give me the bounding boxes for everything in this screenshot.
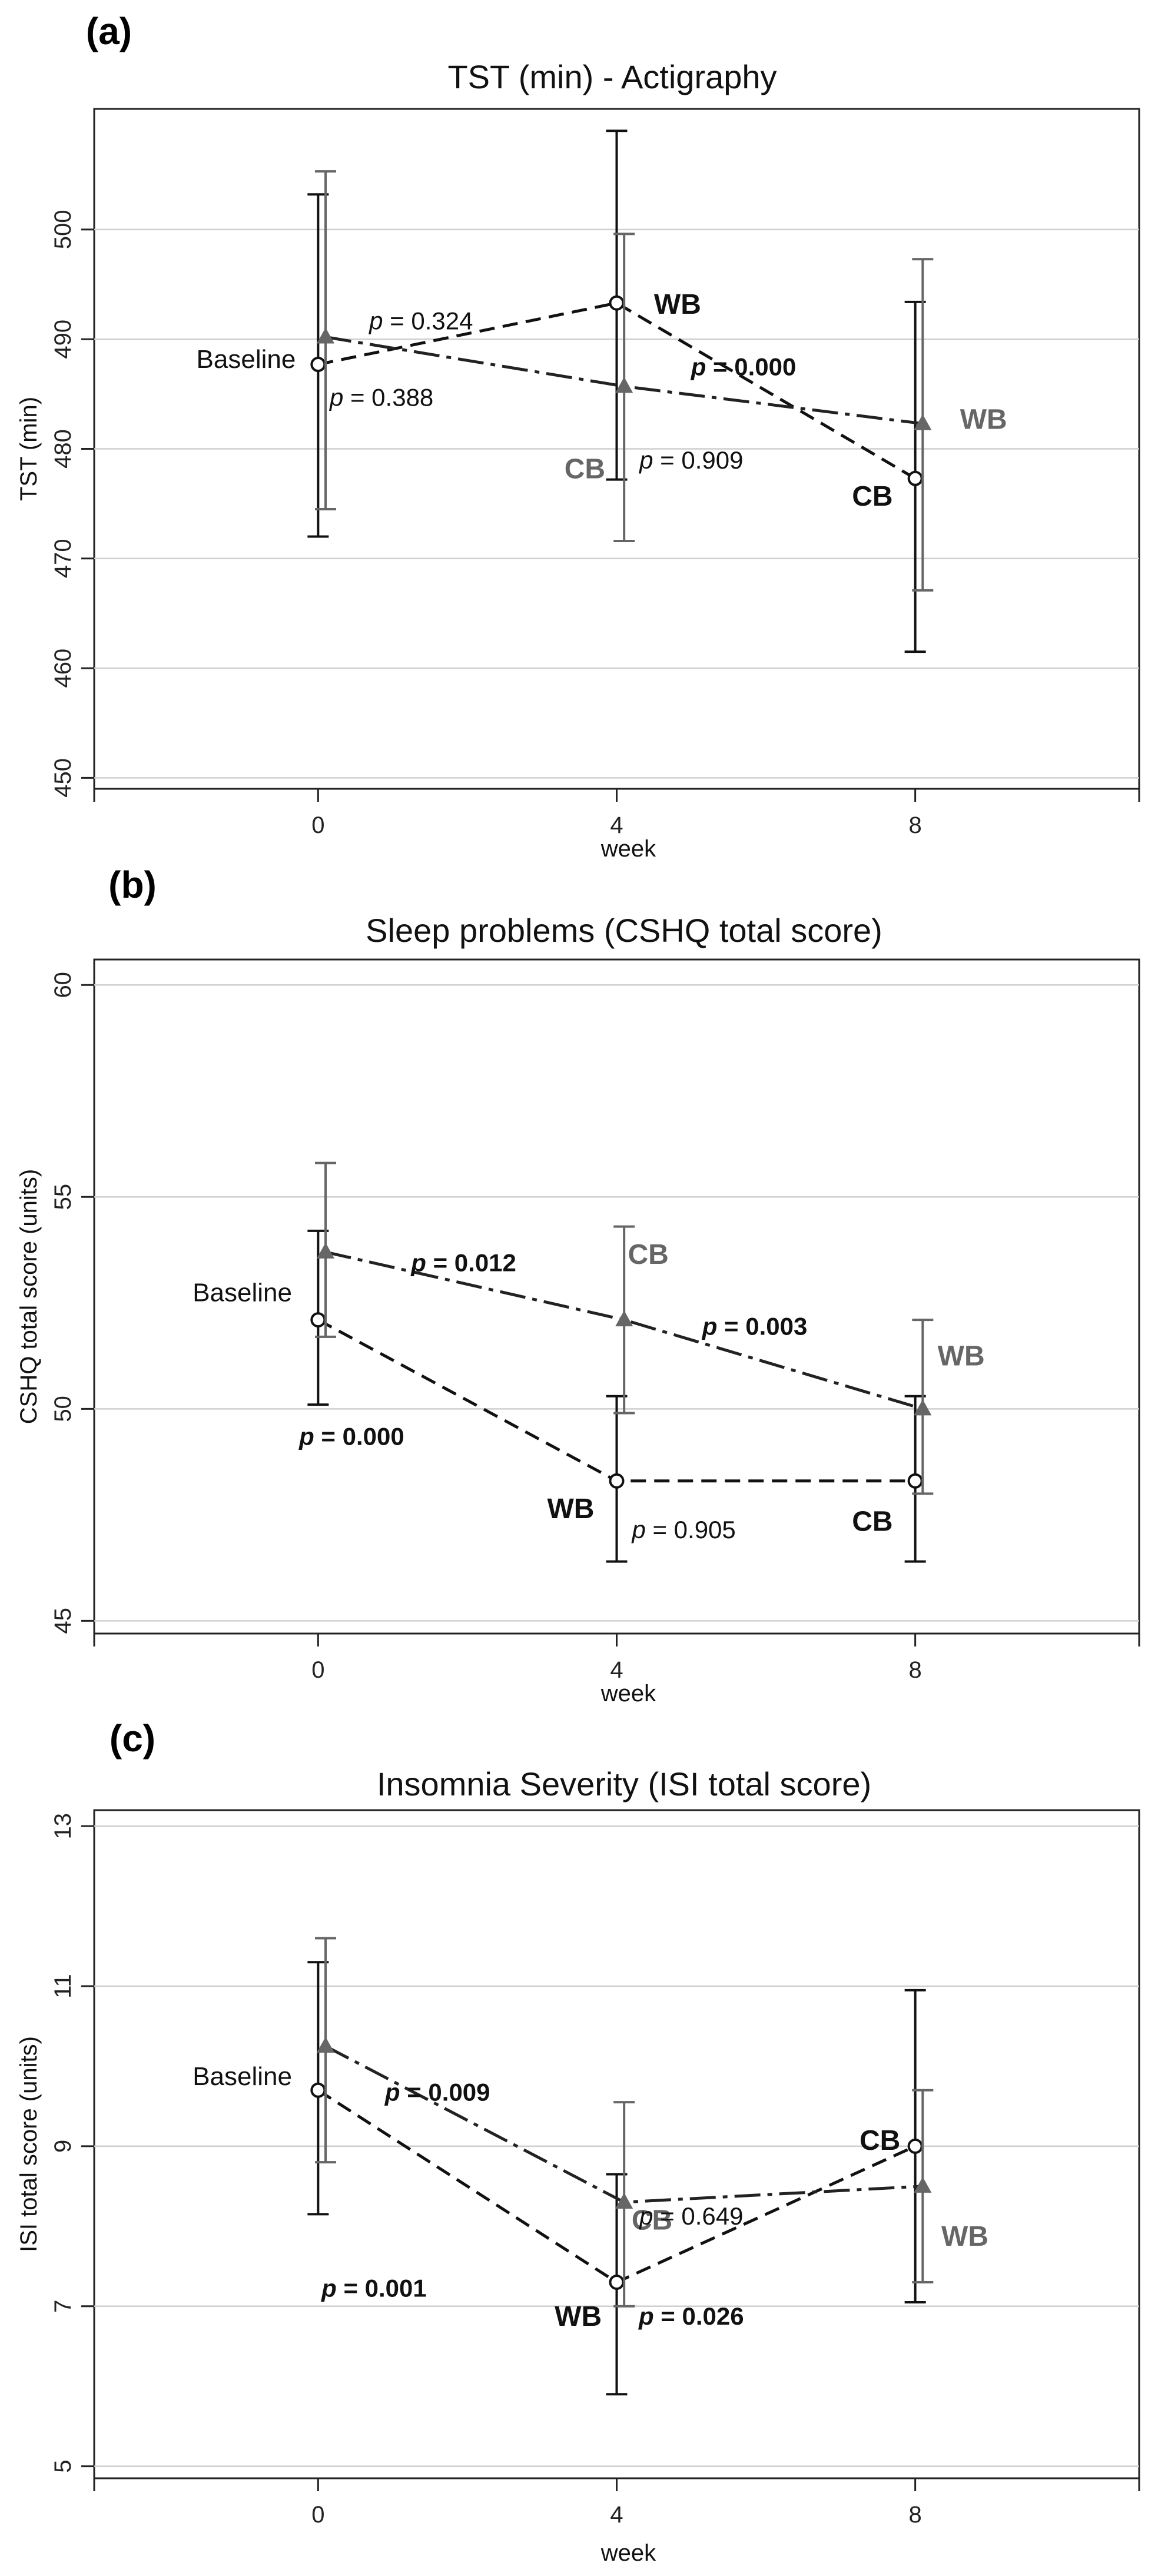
annotation-label: Baseline: [193, 1279, 292, 1307]
annotation-label: Baseline: [193, 2062, 292, 2091]
p-value-label: p = 0.324: [368, 307, 473, 334]
chart-title: Sleep problems (CSHQ total score): [366, 912, 882, 949]
data-point: [907, 1473, 923, 1489]
p-value-label: p = 0.000: [298, 1423, 404, 1450]
y-tick-label: 480: [50, 429, 76, 469]
y-axis-label: TST (min): [16, 397, 42, 501]
x-axis-label: week: [600, 1681, 656, 1707]
data-point: [914, 2176, 932, 2193]
panel-label: (b): [108, 864, 157, 906]
annotation-label: CB: [628, 1239, 669, 1270]
series-1: [307, 130, 926, 653]
y-tick-label: 45: [50, 1608, 76, 1634]
p-value-label: p = 0.012: [410, 1249, 516, 1277]
annotation-label: CB: [852, 1506, 892, 1537]
annotation-label: CB: [852, 481, 892, 512]
annotation-label: CB: [860, 2125, 900, 2156]
p-value-label: p = 0.026: [638, 2302, 744, 2330]
data-point: [317, 1242, 335, 1259]
annotation-label: CB: [632, 2205, 672, 2236]
y-tick-label: 11: [50, 1974, 76, 1999]
data-point: [907, 2138, 923, 2154]
y-axis-label: ISI total score (units): [16, 2036, 42, 2252]
y-tick-label: 9: [50, 2140, 76, 2153]
panel-label: (a): [86, 10, 132, 52]
data-point: [609, 1473, 625, 1489]
series-2: [315, 170, 934, 592]
y-tick-label: 60: [50, 972, 76, 998]
annotation-label: WB: [941, 2221, 988, 2252]
data-point: [914, 414, 932, 430]
y-tick-label: 55: [50, 1184, 76, 1210]
x-tick-label: 8: [909, 812, 922, 838]
series-line: [325, 1250, 924, 1410]
chart-panel-3: (c) Insomnia Severity (ISI total score) 5 7…: [16, 1717, 1140, 2566]
annotation-label: WB: [960, 404, 1007, 436]
panel-label: (c): [110, 1717, 155, 1760]
x-tick-label: 4: [610, 1657, 623, 1683]
chart-panel-2: (b)Sleep problems (CSHQ total score)4550…: [16, 864, 1140, 1707]
data-point: [310, 1312, 326, 1328]
data-point: [615, 377, 633, 393]
series-1: [307, 1229, 926, 1563]
data-point: [914, 1399, 932, 1416]
x-tick-label: 0: [311, 2502, 324, 2528]
x-tick-label: 8: [909, 1657, 922, 1683]
series-2: [315, 1937, 934, 2308]
data-point: [907, 470, 923, 486]
chart-title: TST (min) - Actigraphy: [447, 58, 777, 95]
y-tick-label: 7: [50, 2300, 76, 2313]
data-point: [317, 2036, 335, 2053]
p-value-label: p = 0.909: [638, 446, 743, 474]
y-tick-label: 5: [50, 2459, 76, 2472]
x-tick-label: 0: [311, 812, 324, 838]
annotation-label: WB: [555, 2301, 602, 2332]
annotation-label: Baseline: [197, 345, 296, 374]
series-line: [317, 301, 916, 480]
y-tick-label: 13: [50, 1813, 76, 1840]
p-value-label: p = 0.905: [631, 1516, 735, 1543]
p-value-label: p = 0.000: [691, 353, 797, 381]
data-point: [609, 295, 625, 311]
data-point: [310, 2082, 326, 2098]
p-value-label: p = 0.003: [702, 1313, 808, 1340]
x-tick-label: 8: [909, 2502, 922, 2528]
data-point: [310, 357, 326, 373]
y-tick-label: 50: [50, 1396, 76, 1422]
x-tick-label: 4: [610, 2502, 623, 2528]
p-value-label: p = 0.649: [638, 2202, 743, 2230]
annotation-label: WB: [938, 1341, 985, 1372]
series-1: [307, 1961, 926, 2396]
annotation-label: WB: [547, 1493, 594, 1525]
y-tick-label: 470: [50, 539, 76, 578]
annotation-label: CB: [565, 453, 605, 484]
y-tick-label: 450: [50, 758, 76, 798]
data-point: [317, 327, 335, 344]
series-2: [315, 1161, 934, 1495]
y-tick-label: 460: [50, 649, 76, 688]
p-value-label: p = 0.009: [384, 2079, 490, 2106]
chart-panel-1: (a)TST (min) - Actigraphy450460470480490…: [16, 10, 1140, 862]
data-point: [615, 2193, 633, 2209]
chart-title: Insomnia Severity (ISI total score): [377, 1765, 871, 1802]
x-axis-label: week: [600, 836, 656, 862]
annotation-label: WB: [654, 289, 701, 320]
p-value-label: p = 0.001: [321, 2275, 427, 2302]
x-tick-label: 0: [311, 1657, 324, 1683]
data-point: [615, 1310, 633, 1327]
y-axis-label: CSHQ total score (units): [16, 1169, 42, 1424]
data-point: [609, 2274, 625, 2290]
x-tick-label: 4: [610, 812, 623, 838]
p-value-label: p = 0.388: [328, 384, 433, 411]
x-axis-label: week: [600, 2540, 656, 2566]
y-tick-label: 500: [50, 210, 76, 250]
y-tick-label: 490: [50, 320, 76, 359]
